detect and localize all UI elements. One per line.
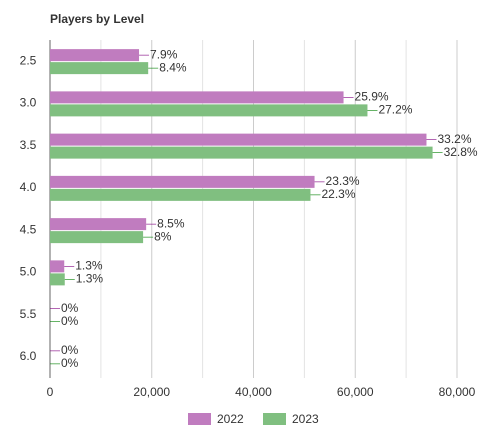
- x-tick-label: 0: [47, 385, 54, 399]
- y-tick-label: 3.0: [20, 96, 37, 110]
- data-label: 8%: [154, 229, 172, 243]
- legend-swatch: [188, 413, 211, 425]
- data-label: 32.8%: [444, 145, 478, 159]
- data-label: 8.5%: [157, 216, 185, 230]
- bar: [50, 104, 368, 117]
- data-label: 8.4%: [159, 60, 187, 74]
- y-tick-label: 4.0: [20, 180, 37, 194]
- data-label: 22.3%: [321, 187, 355, 201]
- data-label: 1.3%: [75, 259, 103, 273]
- x-tick-label: 60,000: [337, 385, 374, 399]
- y-tick-label: 3.5: [20, 138, 37, 152]
- y-tick-label: 2.5: [20, 53, 37, 67]
- legend-swatch: [263, 413, 286, 425]
- y-tick-label: 5.0: [20, 265, 37, 279]
- data-label: 0%: [61, 343, 79, 357]
- bar: [50, 218, 147, 231]
- data-label: 25.9%: [355, 90, 389, 104]
- bar: [50, 188, 311, 201]
- data-label: 1.3%: [76, 272, 104, 286]
- data-label: 33.2%: [437, 132, 471, 146]
- bar: [50, 146, 433, 159]
- chart-title: Players by Level: [50, 12, 144, 26]
- y-tick-label: 6.0: [20, 349, 37, 363]
- bar: [50, 175, 315, 188]
- data-label: 0%: [61, 314, 79, 328]
- bar: [50, 133, 427, 146]
- data-label: 0%: [61, 356, 79, 370]
- legend-label: 2022: [217, 412, 244, 426]
- bar: [50, 231, 144, 244]
- y-tick-label: 5.5: [20, 307, 37, 321]
- data-label: 0%: [61, 301, 79, 315]
- bar: [50, 273, 65, 286]
- data-label: 23.3%: [326, 174, 360, 188]
- legend-label: 2023: [292, 412, 319, 426]
- data-label: 27.2%: [378, 103, 412, 117]
- bar: [50, 91, 344, 104]
- x-tick-label: 40,000: [235, 385, 272, 399]
- data-label: 7.9%: [150, 47, 178, 61]
- bar: [50, 49, 140, 62]
- x-tick-label: 80,000: [439, 385, 476, 399]
- bar: [50, 260, 65, 273]
- y-tick-label: 4.5: [20, 222, 37, 236]
- bar: [50, 62, 149, 75]
- x-tick-label: 20,000: [133, 385, 170, 399]
